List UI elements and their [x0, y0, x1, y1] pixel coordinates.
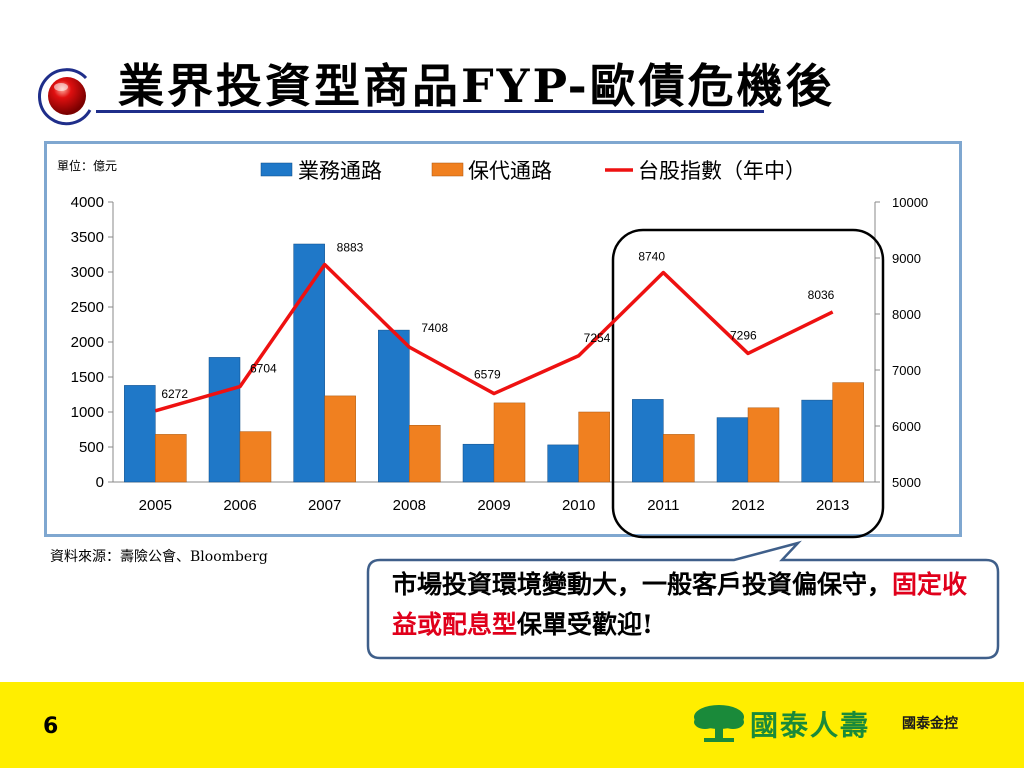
callout-highlight: 固定收益或配息型: [392, 570, 968, 639]
bar-business-channel: [378, 329, 410, 483]
left-axis-tick-label: 0: [96, 474, 104, 491]
callout-text: 市場投資環境變動大，一般客戶投資偏保守，固定收益或配息型保單受歡迎!: [392, 565, 982, 645]
footer-bar: [0, 682, 1024, 768]
bar-business-channel: [632, 399, 664, 483]
callout-bubble: [366, 540, 1000, 660]
bar-broker-channel: [832, 382, 864, 483]
unit-label: 單位：億元: [57, 159, 118, 173]
right-axis-tick-label: 6000: [892, 419, 921, 434]
bar-broker-channel: [409, 425, 441, 483]
bar-business-channel: [462, 443, 495, 483]
bar-broker-channel: [747, 407, 780, 483]
taiex-data-label: 7408: [421, 321, 448, 335]
highlight-box: [611, 228, 885, 539]
legend-swatch-business: [260, 162, 293, 177]
bar-broker-channel: [324, 395, 356, 483]
source-note: 資料來源：壽險公會、Bloomberg: [50, 549, 268, 565]
taiex-data-label: 8036: [808, 288, 835, 302]
legend-label-broker: 保代通路: [468, 159, 552, 183]
callout-text-part1: 市場投資環境變動大，一般客戶投資偏保守，: [392, 570, 893, 599]
left-axis-tick-label: 3500: [71, 229, 104, 246]
brand-name: 國泰人壽: [750, 709, 871, 742]
bar-business-channel: [293, 243, 325, 483]
bar-business-channel: [547, 444, 579, 483]
right-axis-tick-label: 10000: [892, 195, 928, 210]
taiex-data-label: 6272: [161, 387, 188, 401]
left-axis-tick-label: 1000: [71, 404, 104, 421]
x-axis-tick-label: 2005: [139, 497, 172, 514]
taiex-data-label: 6579: [474, 368, 501, 382]
bar-business-channel: [124, 385, 156, 483]
right-axis-tick-label: 5000: [892, 475, 921, 490]
bar-broker-channel: [155, 434, 187, 483]
page-number: 6: [43, 714, 59, 739]
brand-group-name: 國泰金控: [902, 716, 958, 732]
taiex-data-label: 7254: [584, 331, 611, 345]
legend-swatch-broker: [431, 162, 464, 177]
bar-business-channel: [208, 357, 241, 483]
left-axis-tick-label: 2500: [71, 299, 104, 316]
callout-text-part2: 保單受歡迎!: [517, 610, 653, 639]
x-axis-tick-label: 2006: [223, 497, 256, 514]
bar-business-channel: [716, 417, 749, 483]
right-axis-tick-label: 7000: [892, 363, 921, 378]
left-axis-tick-label: 1500: [71, 369, 104, 386]
combo-chart: 0 500 1000 1500 2000 2500 3000 3500 4000 5000 6000…: [71, 159, 928, 539]
brand-tree-icon: [694, 705, 744, 742]
legend-label-taiex: 台股指數（年中）: [638, 159, 806, 183]
left-axis-tick-label: 2000: [71, 334, 104, 351]
taiex-data-label: 8883: [337, 241, 364, 255]
taiex-data-label: 6704: [250, 362, 277, 376]
x-axis-tick-label: 2009: [477, 497, 510, 514]
taiex-data-label: 8740: [638, 250, 665, 264]
bar-broker-channel: [663, 434, 695, 483]
taiex-data-label: 7296: [730, 328, 757, 342]
page-title: 業界投資型商品FYP-歐債危機後: [118, 59, 835, 113]
x-axis-tick-label: 2012: [731, 497, 764, 514]
bar-broker-channel: [493, 402, 526, 483]
taiex-line: [154, 262, 834, 413]
bar-business-channel: [801, 399, 833, 483]
right-axis-tick-label: 8000: [892, 307, 921, 322]
x-axis-tick-label: 2013: [816, 497, 849, 514]
left-axis-tick-label: 4000: [71, 194, 104, 211]
left-axis-tick-label: 500: [79, 439, 104, 456]
bar-broker-channel: [239, 431, 272, 483]
x-axis-tick-label: 2010: [562, 497, 595, 514]
x-axis-tick-label: 2008: [393, 497, 426, 514]
left-axis-tick-label: 3000: [71, 264, 104, 281]
title-underline: [96, 110, 764, 113]
x-axis-tick-label: 2011: [647, 497, 679, 514]
right-axis-tick-label: 9000: [892, 251, 921, 266]
legend-label-business: 業務通路: [298, 159, 382, 183]
bar-broker-channel: [578, 411, 610, 483]
x-axis-tick-label: 2007: [308, 497, 341, 514]
title-bullet-icon: [38, 68, 92, 126]
